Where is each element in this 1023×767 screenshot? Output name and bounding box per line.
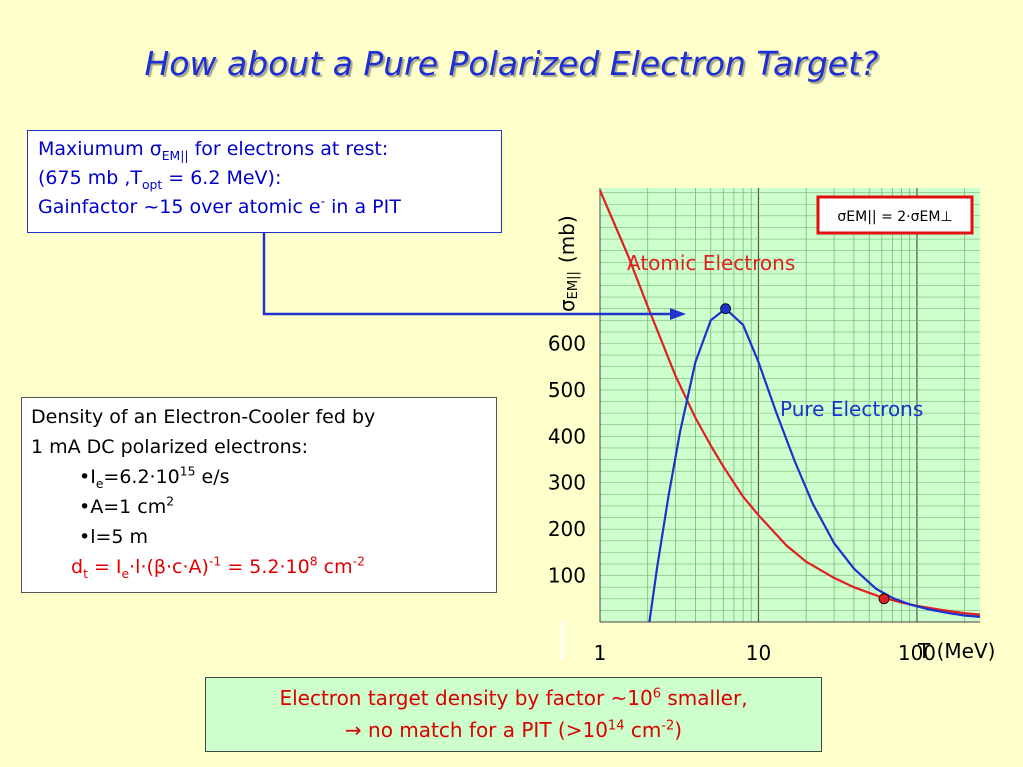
y-tick-label: 100 — [548, 564, 586, 588]
conclusion-line-2: → no match for a PIT (>1014 cm-2) — [344, 718, 683, 742]
y-tick-label: 600 — [548, 331, 586, 355]
pointer-arrow-head — [670, 308, 686, 320]
marker-points — [720, 303, 890, 605]
formula-text: σEM|| = 2·σEM⊥ — [837, 209, 952, 225]
x-tick-label: 100 — [898, 641, 936, 665]
marker-point — [720, 303, 731, 315]
page-title: How about a Pure Polarized Electron Targ… — [144, 44, 879, 83]
y-tick-label: 300 — [548, 471, 586, 495]
density-box: Density of an Electron-Cooler fed by 1 m… — [21, 397, 497, 593]
conclusion-line-1: Electron target density by factor ~106 s… — [279, 686, 748, 710]
series-line-pure-electrons — [648, 307, 981, 623]
y-tick-label: 500 — [548, 378, 586, 402]
x-tick-label: 1 — [594, 641, 607, 665]
y-tick-label: 200 — [548, 517, 586, 541]
marker-point — [878, 593, 890, 605]
density-line-2: 1 mA DC polarized electrons: — [31, 436, 308, 458]
rest-line-3: Gainfactor ~15 over atomic e- in a PIT — [38, 194, 401, 218]
rest-line-1: Maxiumum σEM|| for electrons at rest: — [38, 138, 389, 163]
current-bullet: •Ie=6.2·1015 e/s — [79, 464, 230, 491]
y-axis-label: σEM||(mb) — [555, 215, 581, 312]
conclusion-box: Electron target density by factor ~106 s… — [205, 677, 822, 752]
series-label-atomic-electrons: Atomic Electrons — [627, 251, 795, 275]
x-tick-label: 10 — [746, 641, 771, 665]
y-tick-labels: 100 200 300 400 500 600 — [548, 331, 586, 587]
grid-lines — [600, 188, 980, 622]
rest-line-2: (675 mb ,Topt = 6.2 MeV): — [38, 167, 282, 192]
y-tick-label: 400 — [548, 424, 586, 448]
formula-box — [816, 195, 974, 235]
pointer-arrow-line — [262, 233, 672, 316]
x-axis-label: T (MeV) — [917, 639, 995, 663]
rest-cross-section-box: Maxiumum σEM|| for electrons at rest: (6… — [27, 130, 502, 233]
density-formula: dt = Ie·l·(β·c·A)-1 = 5.2·108 cm-2 — [71, 554, 365, 581]
series-label-pure-electrons: Pure Electrons — [780, 397, 923, 421]
area-bullet: •A=1 cm2 — [79, 494, 175, 518]
density-line-1: Density of an Electron-Cooler fed by — [31, 406, 376, 428]
x-tick-labels: 1 10 100 — [594, 641, 936, 665]
length-bullet: •l=5 m — [79, 526, 149, 548]
